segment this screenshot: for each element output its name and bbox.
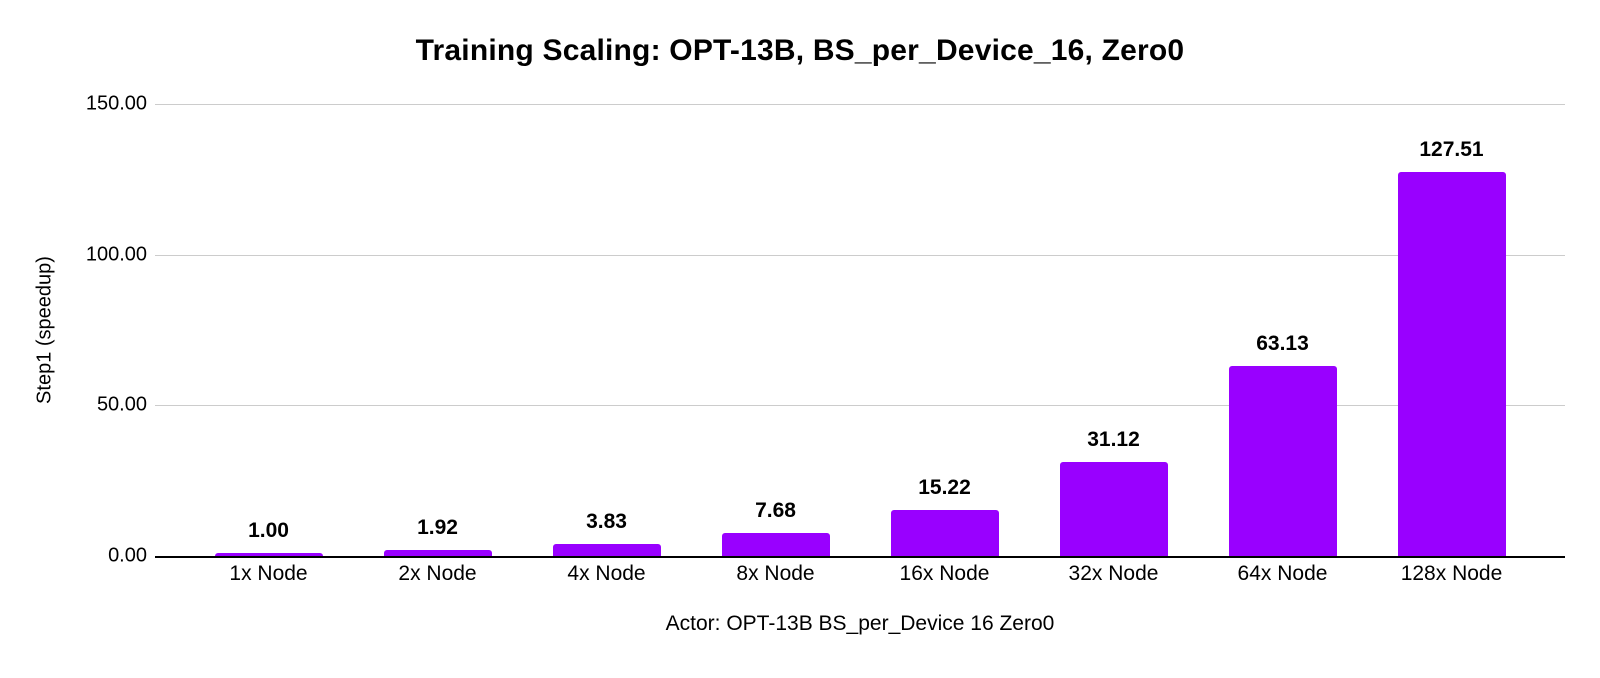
bar-band: 15.22	[860, 104, 1029, 556]
bar-value-label: 31.12	[1087, 428, 1140, 452]
bar-band: 1.00	[184, 104, 353, 556]
bar-band: 63.13	[1198, 104, 1367, 556]
x-axis-category-labels: 1x Node 2x Node 4x Node 8x Node 16x Node 32x …	[155, 562, 1565, 586]
bar-band: 1.92	[353, 104, 522, 556]
bar-value-label: 127.51	[1419, 137, 1484, 161]
chart-title: Training Scaling: OPT-13B, BS_per_Device…	[415, 34, 1185, 67]
bar	[890, 510, 999, 556]
bar	[214, 553, 323, 556]
y-tick-label: 100.00	[85, 243, 147, 266]
bar-value-label: 3.83	[586, 510, 627, 534]
category-label: 32x Node	[1068, 562, 1159, 585]
category-label: 128x Node	[1400, 562, 1503, 585]
bar-value-label: 1.92	[417, 516, 458, 540]
bar	[552, 544, 661, 556]
bar-band: 3.83	[522, 104, 691, 556]
bar	[383, 550, 492, 556]
bar-band: 31.12	[1029, 104, 1198, 556]
x-axis-title: Actor: OPT-13B BS_per_Device 16 Zero0	[665, 612, 1055, 635]
category-label: 16x Node	[899, 562, 990, 585]
category-label: 64x Node	[1237, 562, 1328, 585]
bar	[1397, 171, 1506, 556]
y-tick-label: 0.00	[108, 544, 147, 567]
category-label: 1x Node	[229, 562, 308, 585]
bar-band: 7.68	[691, 104, 860, 556]
bar-value-label: 1.00	[248, 519, 289, 542]
y-axis-title: Step1 (speedup)	[33, 256, 56, 404]
bars-row: 1.00 1.92 3.83 7.68 15.22 31.12 63.13 127.51	[155, 104, 1565, 556]
bar	[721, 532, 830, 556]
y-tick-label: 50.00	[96, 393, 147, 416]
category-label: 2x Node	[398, 562, 477, 585]
bar	[1228, 365, 1337, 556]
gridline	[155, 104, 1565, 105]
bar-value-label: 63.13	[1256, 331, 1309, 355]
gridline	[155, 405, 1565, 407]
bar-band: 127.51	[1367, 104, 1536, 556]
category-label: 4x Node	[567, 562, 646, 585]
y-tick-label: 150.00	[85, 92, 147, 115]
bar	[1059, 462, 1168, 556]
bar-value-label: 15.22	[918, 476, 971, 500]
bar-value-label: 7.68	[755, 498, 796, 522]
gridline	[155, 254, 1565, 256]
plot-area: 1.00 1.92 3.83 7.68 15.22 31.12 63.13 127.51	[155, 104, 1565, 558]
category-label: 8x Node	[736, 562, 815, 585]
